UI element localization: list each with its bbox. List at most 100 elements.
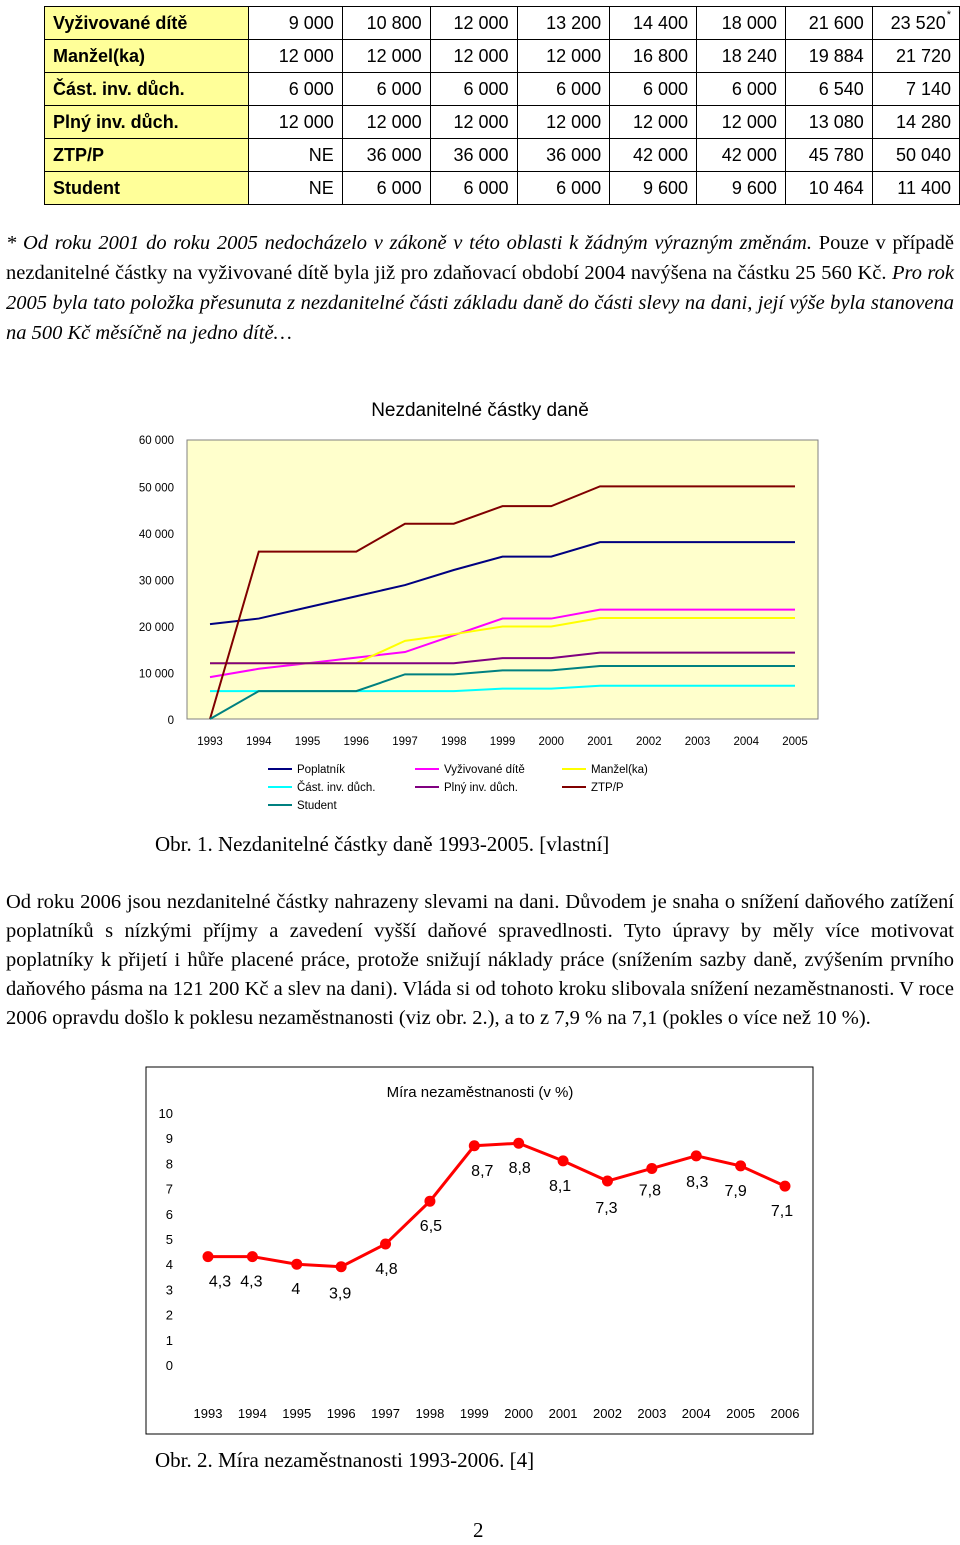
cell-value: 16 800 <box>633 45 689 66</box>
cell-value: 6 540 <box>818 78 864 99</box>
cell-value: 11 400 <box>897 177 951 198</box>
x-tick-label: 1999 <box>460 1406 489 1421</box>
cell-value: 23 520 <box>890 12 946 33</box>
x-tick-label: 1993 <box>197 736 223 748</box>
cell-value: 12 000 <box>453 111 509 132</box>
x-tick-label: 1998 <box>441 736 467 748</box>
series-line-6 <box>209 664 795 720</box>
table-cell: 14 280 <box>871 105 960 139</box>
y-tick-label: 30 000 <box>139 576 174 588</box>
data-label: 4,3 <box>240 1274 262 1291</box>
cell-value: 9 600 <box>731 177 777 198</box>
cell-value: 12 000 <box>633 111 689 132</box>
cell-value: 9 600 <box>643 177 689 198</box>
cell-value: 12 000 <box>546 111 602 132</box>
data-point <box>202 1251 214 1263</box>
cell-value: 12 000 <box>453 12 509 33</box>
table-cell: 7 140 <box>871 72 960 106</box>
table-cell: 11 400 <box>871 171 960 205</box>
table-cell: 6 000 <box>248 72 343 106</box>
y-tick-label: 20 000 <box>139 622 174 634</box>
x-tick-label: 2005 <box>782 736 808 748</box>
x-tick-label: 1995 <box>295 736 321 748</box>
allowances-line-chart: Nezdanitelné částky daně 0 10 000 20 000 30 … <box>139 400 819 812</box>
cell-value: 6 000 <box>643 78 689 99</box>
figure2-caption: Obr. 2. Míra nezaměstnanosti 1993-2006. … <box>155 1448 535 1472</box>
x-tick-label: 1994 <box>246 736 272 748</box>
table-cell: 13 080 <box>784 105 873 139</box>
x-tick-label: 2006 <box>771 1406 800 1421</box>
y-tick-label: 9 <box>166 1131 173 1146</box>
table-cell: 6 000 <box>341 72 431 106</box>
x-tick-label: 1993 <box>194 1406 223 1421</box>
x-tick-label: 1996 <box>343 736 369 748</box>
footnote-part3: Pro rok 2005 byla tato položka přesunuta… <box>6 262 954 344</box>
table-row: Plný inv. důch. 12 000 12 000 12 000 12 000 1… <box>43 105 960 139</box>
data-point <box>779 1180 791 1192</box>
row-label: Část. inv. důch. <box>43 72 250 106</box>
y-tick-label: 10 000 <box>139 669 174 681</box>
y-tick-label: 60 000 <box>139 435 174 447</box>
y-tick-label: 1 <box>166 1333 173 1348</box>
unemployment-line-chart: Míra nezaměstnanosti (v %) 0 1 2 3 4 5 6 7 8 9 10 19… <box>145 1066 814 1435</box>
data-point <box>557 1155 569 1167</box>
x-tick-label: 2000 <box>504 1406 533 1421</box>
data-label: 3,9 <box>329 1286 351 1303</box>
cell-value: NE <box>308 177 334 198</box>
x-tick-label: 2000 <box>538 736 564 748</box>
data-point <box>246 1251 258 1263</box>
table-cell: 6 000 <box>429 72 518 106</box>
y-tick-label: 6 <box>166 1207 173 1222</box>
cell-value: 6 000 <box>288 78 334 99</box>
cell-value: 6 000 <box>556 78 602 99</box>
cell-value: 13 200 <box>546 12 602 33</box>
table-cell: 36 000 <box>341 138 431 172</box>
data-label: 4,8 <box>375 1261 397 1278</box>
x-tick-label: 2002 <box>636 736 662 748</box>
cell-value: 6 000 <box>463 177 509 198</box>
y-tick-label: 0 <box>168 715 174 727</box>
cell-value: 13 080 <box>808 111 864 132</box>
cell-value: 42 000 <box>633 144 689 165</box>
cell-value: 36 000 <box>366 144 422 165</box>
tax-allowance-table: Vyživované dítě 9 000 10 800 12 000 13 200 14… <box>43 6 960 205</box>
table-cell: NE <box>248 138 343 172</box>
data-label: 4,3 <box>209 1274 231 1291</box>
cell-value: 10 800 <box>366 12 422 33</box>
table-cell: 12 000 <box>429 6 518 40</box>
data-label: 7,3 <box>595 1200 617 1217</box>
table-cell: 9 600 <box>696 171 786 205</box>
table-cell: 45 780 <box>784 138 873 172</box>
data-point <box>335 1261 347 1273</box>
table-cell: 18 240 <box>696 39 786 73</box>
y-tick-label: 8 <box>166 1156 173 1171</box>
cell-value: 21 600 <box>808 12 864 33</box>
cell-value: 6 000 <box>556 177 602 198</box>
table-cell: 23 520* <box>871 6 960 40</box>
table-cell: 12 000 <box>248 39 343 73</box>
table-cell: 21 600 <box>784 6 873 40</box>
table-cell: 6 000 <box>341 171 431 205</box>
x-tick-label: 1997 <box>392 736 418 748</box>
y-tick-label: 5 <box>166 1232 173 1247</box>
cell-value: 12 000 <box>366 111 422 132</box>
x-tick-label: 2001 <box>549 1406 578 1421</box>
table-row: Vyživované dítě 9 000 10 800 12 000 13 200 14… <box>43 6 960 40</box>
table-cell: 21 720 <box>871 39 960 73</box>
cell-value: 7 140 <box>905 78 951 99</box>
table-cell: 12 000 <box>341 39 431 73</box>
data-label: 8,7 <box>471 1163 493 1180</box>
table-cell: 36 000 <box>429 138 518 172</box>
series-line-5 <box>209 485 795 720</box>
x-tick-label: 1994 <box>238 1406 267 1421</box>
table-cell: 13 200 <box>516 6 611 40</box>
table-footnote: * Od roku 2001 do roku 2005 nedocházelo … <box>6 228 954 348</box>
table-cell: NE <box>248 171 343 205</box>
data-label: 4 <box>291 1281 300 1298</box>
legend-label: Student <box>297 800 337 812</box>
series-line-0 <box>209 541 795 626</box>
table-cell: 12 000 <box>696 105 786 139</box>
legend-label: Manžel(ka) <box>591 764 648 776</box>
table-cell: 12 000 <box>516 105 611 139</box>
